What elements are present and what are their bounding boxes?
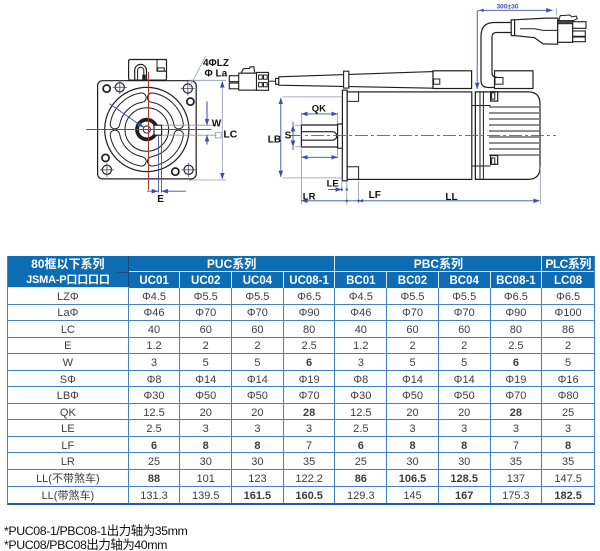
- svg-text:W: W: [212, 119, 222, 130]
- svg-text:E: E: [157, 194, 164, 205]
- svg-text:LC: LC: [223, 129, 237, 141]
- svg-text:LE: LE: [327, 178, 339, 189]
- svg-text:LL: LL: [445, 192, 457, 203]
- svg-text:S: S: [285, 131, 292, 142]
- svg-text:LF: LF: [369, 190, 381, 201]
- svg-text:Φ La: Φ La: [205, 69, 228, 80]
- svg-text:300±30: 300±30: [497, 4, 519, 11]
- svg-text:4ΦLZ: 4ΦLZ: [203, 58, 229, 69]
- svg-text:LR: LR: [303, 192, 316, 203]
- svg-text:QK: QK: [312, 103, 326, 114]
- svg-text:LB: LB: [268, 135, 281, 146]
